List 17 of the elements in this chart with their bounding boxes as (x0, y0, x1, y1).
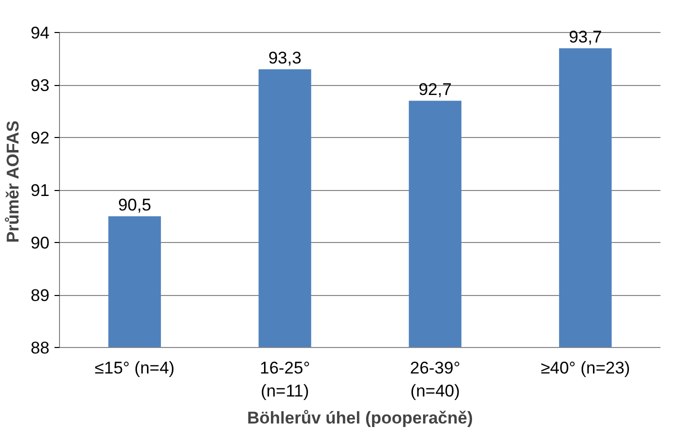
y-tick-label: 93 (30, 76, 50, 96)
y-tick-label: 92 (30, 128, 50, 148)
x-tick-label: 26-39° (n=40) (410, 358, 460, 400)
data-label: 93,3 (268, 48, 302, 68)
y-tick-label: 89 (30, 286, 50, 306)
y-tick-label: 91 (30, 181, 50, 200)
x-axis-title: Böhlerův úhel (pooperačně) (247, 408, 473, 428)
x-tick-label: 16-25° (n=11) (260, 358, 310, 400)
y-axis-title: Průměr AOFAS (4, 120, 23, 243)
y-tick-label: 90 (30, 234, 50, 253)
data-label: 90,5 (118, 195, 152, 214)
x-tick-label: ≤15° (n=4) (94, 358, 175, 378)
data-label: 92,7 (418, 80, 452, 99)
data-label: 93,7 (568, 27, 602, 46)
y-tick-label: 94 (30, 24, 50, 43)
y-tick-label: 88 (30, 338, 50, 358)
x-tick-label: ≥40° (n=23) (540, 358, 630, 378)
